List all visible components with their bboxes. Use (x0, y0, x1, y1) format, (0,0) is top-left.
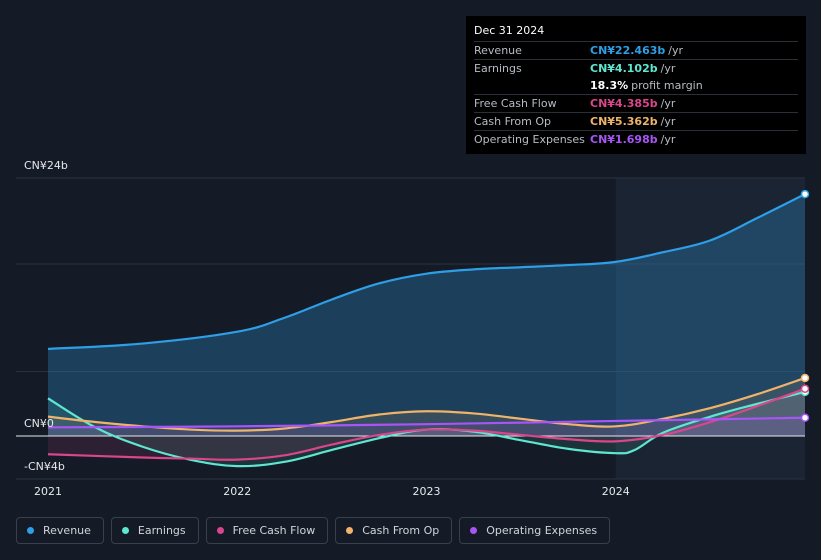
cash-from-op-end-marker (800, 373, 810, 383)
free-cash-flow-end-marker (800, 384, 810, 393)
free-cash-flow-dot-icon (216, 527, 224, 534)
tooltip-unit: /yr (668, 44, 684, 57)
legend-earnings-button[interactable]: Earnings (110, 517, 199, 544)
tooltip-value: CN¥22.463b (590, 44, 666, 57)
tooltip-row-earnings: Earnings CN¥4.102b /yr (474, 59, 798, 77)
revenue-dot-icon (27, 527, 34, 534)
legend-label: Earnings (137, 524, 186, 537)
revenue-area (48, 194, 805, 436)
x-tick-label-2022: 2022 (223, 485, 251, 498)
tooltip-label: Cash From Op (474, 115, 552, 128)
x-tick-label-2023: 2023 (413, 485, 441, 498)
legend-label: Cash From Op (362, 524, 440, 537)
profit-margin-value: 18.3% (590, 79, 629, 92)
tooltip-unit: /yr (660, 115, 676, 128)
tooltip-unit: /yr (660, 133, 676, 146)
tooltip-unit: /yr (660, 62, 676, 75)
y-tick-label-zero: CN¥0 (24, 417, 54, 430)
tooltip-label: Free Cash Flow (474, 97, 557, 110)
x-tick-label-2021: 2021 (34, 485, 62, 498)
tooltip-unit: /yr (660, 97, 676, 110)
y-tick-label-top: CN¥24b (24, 159, 68, 172)
gridlines (16, 177, 805, 480)
operating-expenses-dot-icon (470, 527, 478, 534)
tooltip-label: Operating Expenses (474, 133, 585, 146)
tooltip-row-free-cash-flow: Free Cash Flow CN¥4.385b /yr (474, 94, 798, 112)
operating-expenses-line (47, 416, 806, 429)
legend-operating-expenses-button[interactable]: Operating Expenses (459, 517, 611, 544)
earnings-dot-icon (121, 527, 129, 534)
y-tick-label-bottom: -CN¥4b (24, 460, 65, 473)
tooltip-label: Earnings (474, 62, 522, 75)
series-areas (48, 194, 805, 467)
legend-cash-from-op-button[interactable]: Cash From Op (335, 517, 453, 544)
legend-revenue-button[interactable]: Revenue (16, 517, 104, 544)
series-lines (47, 193, 806, 468)
data-tooltip: Dec 31 2024 Revenue CN¥22.463b /yr Earni… (466, 16, 806, 154)
end-markers (800, 189, 810, 422)
free-cash-flow-line (47, 387, 806, 461)
tooltip-row-operating-expenses: Operating Expenses CN¥1.698b /yr (474, 130, 798, 148)
operating-expenses-end-marker (800, 413, 810, 422)
cash-from-op-line (47, 376, 806, 432)
cash-from-op-dot-icon (346, 527, 354, 534)
tooltip-value: CN¥5.362b (590, 115, 658, 128)
tooltip-label: Revenue (474, 44, 522, 57)
legend-free-cash-flow-button[interactable]: Free Cash Flow (205, 517, 329, 544)
forecast-shade (615, 178, 805, 479)
revenue-end-marker (800, 189, 810, 199)
x-tick-label-2024: 2024 (602, 485, 630, 498)
earnings-area (48, 391, 805, 467)
tooltip-row-cash-from-op: Cash From Op CN¥5.362b /yr (474, 112, 798, 130)
tooltip-value: CN¥4.385b (590, 97, 658, 110)
legend-label: Operating Expenses (486, 524, 598, 537)
tooltip-value: CN¥1.698b (590, 133, 658, 146)
tooltip-row-revenue: Revenue CN¥22.463b /yr (474, 41, 798, 59)
revenue-line (47, 193, 806, 351)
tooltip-value: CN¥4.102b (590, 62, 658, 75)
free-cash-flow-area (48, 388, 805, 460)
tooltip-date: Dec 31 2024 (474, 24, 545, 37)
legend-label: Free Cash Flow (232, 524, 316, 537)
chart-legend: Revenue Earnings Free Cash Flow Cash Fro… (16, 517, 611, 544)
profit-margin-label: profit margin (631, 79, 703, 92)
tooltip-row-profit-margin: 18.3% profit margin (474, 77, 798, 94)
legend-label: Revenue (43, 524, 91, 537)
